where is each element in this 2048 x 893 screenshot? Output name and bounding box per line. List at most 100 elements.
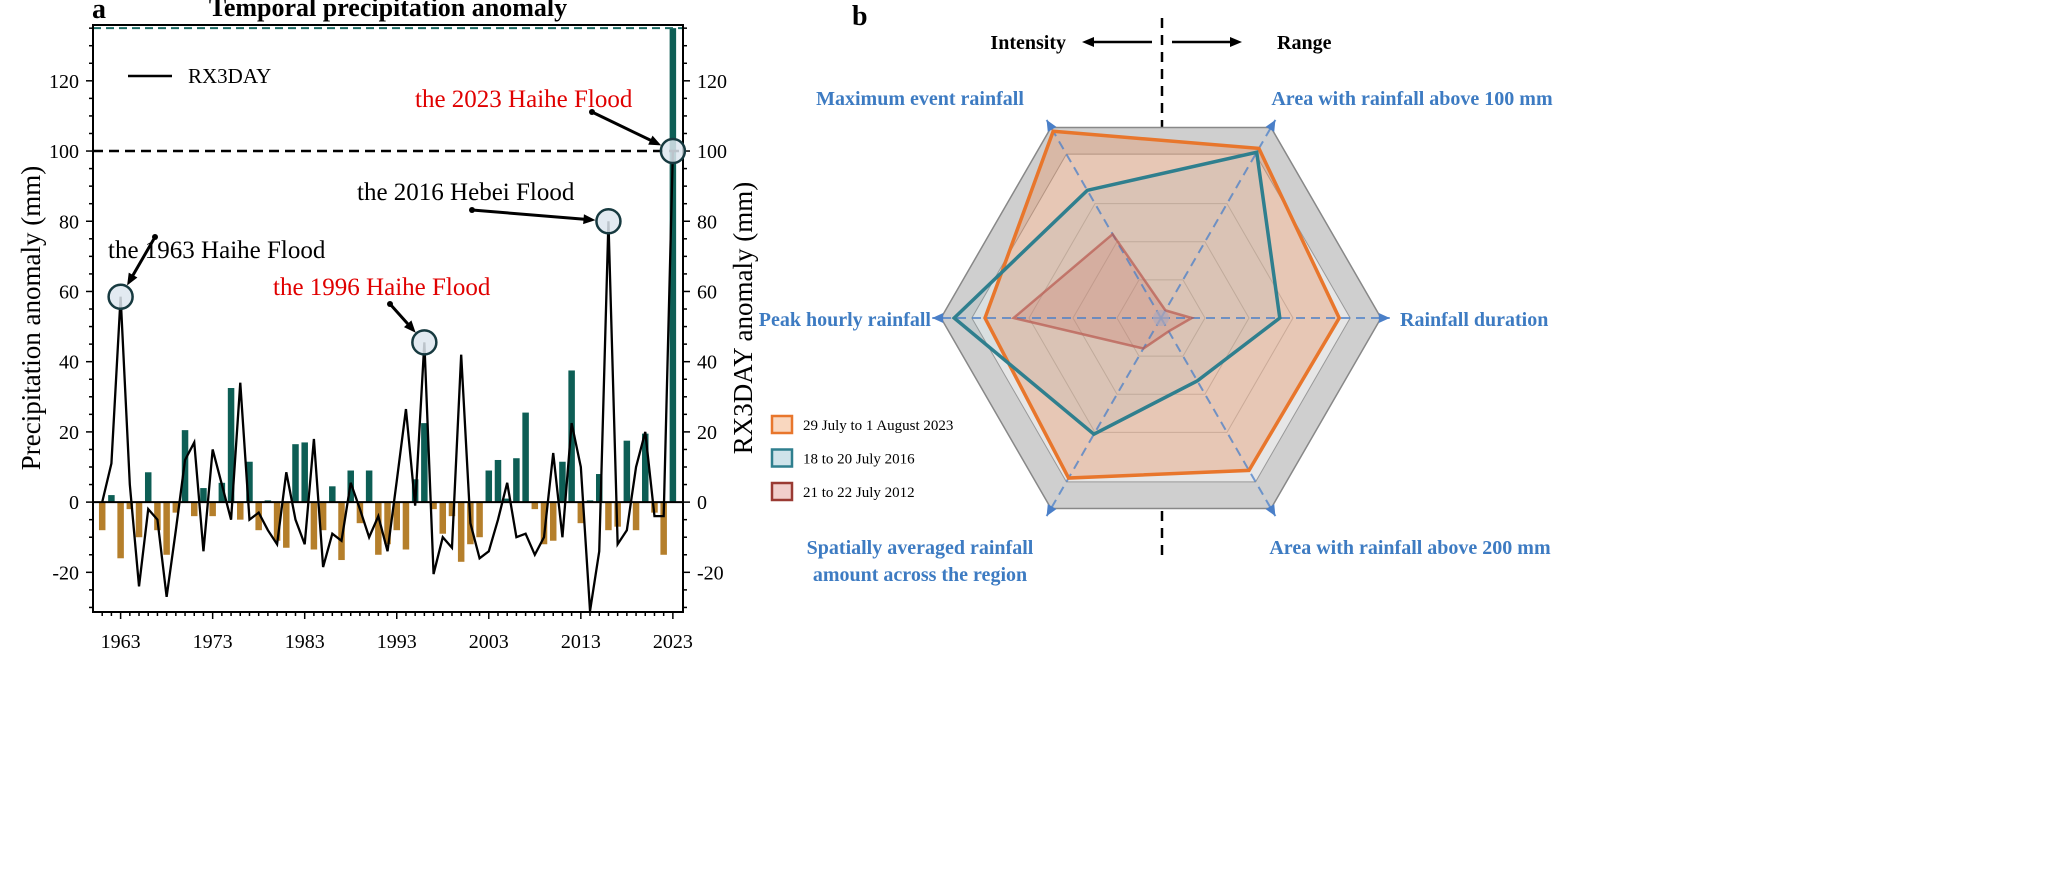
y-tick-label-right: 100 xyxy=(697,141,727,163)
bar-1981 xyxy=(283,502,290,548)
bar-1986 xyxy=(329,486,336,503)
annotation-arrow xyxy=(591,110,655,144)
panel-label-a: a xyxy=(92,0,106,25)
y-tick-label-right: -20 xyxy=(697,562,724,584)
y-tick-label-left: 0 xyxy=(69,492,79,514)
radar-axis-label: Maximum event rainfall xyxy=(816,88,1024,110)
bar-2016 xyxy=(605,502,612,531)
bar-1990 xyxy=(365,470,373,503)
bar-1967 xyxy=(154,502,161,531)
rx3day-line xyxy=(101,151,675,612)
legend-swatch-2 xyxy=(770,481,794,502)
bar-1974 xyxy=(218,482,226,503)
y-tick-label-left: 20 xyxy=(59,422,79,444)
x-tick-label: 1983 xyxy=(285,631,325,653)
arrow-head-icon xyxy=(583,214,596,225)
flood-highlight-circle xyxy=(659,137,687,165)
y-tick-label-right: 120 xyxy=(697,71,727,93)
y-tick-label-right: 80 xyxy=(697,211,717,233)
bar-1977 xyxy=(246,461,253,503)
bar-2015 xyxy=(595,474,603,503)
radar-axis-label: Area with rainfall above 100 mm xyxy=(1271,88,1553,110)
axis-arrow-icon xyxy=(932,313,944,323)
x-tick-label: 2023 xyxy=(653,631,693,653)
y-tick-label-left: 60 xyxy=(59,281,79,303)
bar-1972 xyxy=(200,488,207,503)
bar-2010 xyxy=(549,502,557,541)
x-tick-label: 2013 xyxy=(561,631,601,653)
x-tick-label: 1973 xyxy=(193,631,233,653)
bar-1999 xyxy=(448,502,456,517)
arrow-head-icon xyxy=(648,135,662,146)
flood-highlight-circle xyxy=(411,329,438,356)
flood-highlight-circle xyxy=(107,283,134,310)
legend-swatch-1 xyxy=(770,448,794,468)
axis-arrow-icon xyxy=(1265,119,1276,132)
bar-1982 xyxy=(292,444,299,503)
y-tick-label-left: 40 xyxy=(59,352,79,374)
bar-1997 xyxy=(430,502,437,510)
annotation-arrow xyxy=(471,208,588,222)
flood-annotation-label: the 1996 Haihe Flood xyxy=(273,274,491,301)
left-arrow-icon xyxy=(1082,37,1152,47)
bar-1983 xyxy=(301,442,308,503)
bar-2022 xyxy=(660,502,667,555)
legend-label-rx3day: RX3DAY xyxy=(188,64,271,88)
radar-fill-2 xyxy=(1013,234,1192,349)
x-tick-label: 2003 xyxy=(469,631,509,653)
flood-annotation-label: the 1963 Haihe Flood xyxy=(108,237,326,264)
legend-label-1: 18 to 20 July 2016 xyxy=(803,452,915,468)
annotation-arrow xyxy=(129,236,157,280)
y-tick-label-right: 40 xyxy=(697,352,717,374)
flood-annotation-label: the 2023 Haihe Flood xyxy=(415,86,633,113)
bar-2004 xyxy=(494,459,502,503)
arrow-head-icon xyxy=(403,320,416,333)
bar-2020 xyxy=(642,433,649,503)
bar-2019 xyxy=(632,502,640,531)
bar-2023 xyxy=(669,28,677,503)
bar-2005 xyxy=(503,498,511,503)
bar-1998 xyxy=(439,502,447,534)
radar-grid-ring xyxy=(1072,241,1250,395)
radar-center-dot xyxy=(1153,310,1169,326)
radar-grid-ring xyxy=(1028,203,1294,433)
bar-1992 xyxy=(384,502,391,545)
radar-axis-label: Peak hourly rainfall xyxy=(759,309,932,331)
radar-fill-1 xyxy=(954,152,1280,435)
bar-1987 xyxy=(338,502,345,561)
panel-b-radar-chart: b Intensity Range Rainfall duration Area … xyxy=(759,1,1553,586)
bar-2006 xyxy=(513,458,520,503)
annotation-dot xyxy=(469,207,475,213)
axis-arrow-icon xyxy=(1265,504,1276,517)
y-tick-label-left: 120 xyxy=(49,71,79,93)
panel-label-b: b xyxy=(852,1,868,32)
bar-1975 xyxy=(227,388,235,503)
bar-1994 xyxy=(402,502,410,550)
bar-1996 xyxy=(421,423,428,503)
axis-arrow-icon xyxy=(1046,504,1057,517)
annotation-arrow xyxy=(388,302,412,328)
legend-label-2: 21 to 22 July 2012 xyxy=(803,485,915,501)
bar-2018 xyxy=(623,440,631,503)
legend-a: RX3DAY xyxy=(128,64,271,88)
bar-1961 xyxy=(98,502,106,531)
bar-1984 xyxy=(310,502,318,550)
radar-axis-line xyxy=(1160,317,1277,517)
radar-axis-label: Rainfall duration xyxy=(1400,309,1548,331)
bar-1976 xyxy=(237,502,244,520)
bar-1966 xyxy=(144,472,152,503)
bar-2009 xyxy=(540,502,548,545)
legend-label-0: 29 July to 1 August 2023 xyxy=(803,418,953,434)
bar-1962 xyxy=(108,495,115,503)
bar-2008 xyxy=(531,502,539,510)
annotation-dot xyxy=(152,234,158,240)
x-tick-label: 1963 xyxy=(101,631,141,653)
radar-axis-label: amount across the region xyxy=(813,564,1027,586)
bar-1980 xyxy=(273,502,281,541)
radar-axis-line xyxy=(1045,119,1162,319)
bar-1973 xyxy=(209,502,216,517)
bar-2000 xyxy=(457,502,465,562)
bar-1968 xyxy=(163,502,170,555)
arrow-head-icon xyxy=(127,272,138,286)
